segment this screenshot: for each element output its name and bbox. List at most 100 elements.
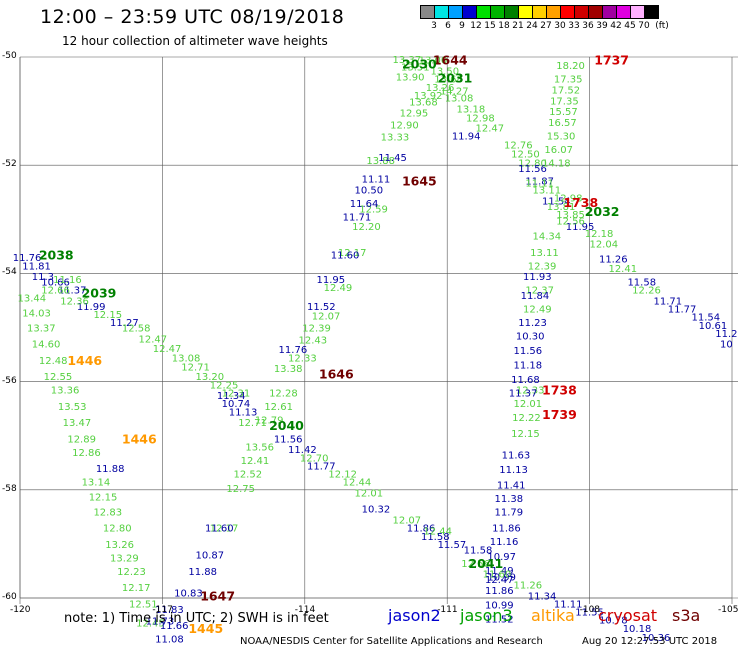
swh-value-label: 11.13 bbox=[499, 465, 528, 476]
swh-value-label: 11.99 bbox=[77, 302, 106, 313]
swh-value-label: 11.26 bbox=[599, 254, 628, 265]
swh-value-label: 11.71 bbox=[654, 296, 683, 307]
swh-value-label: 13.08 bbox=[172, 353, 201, 364]
swh-value-label: 12.70 bbox=[300, 453, 329, 464]
swh-value-label: 13.44 bbox=[17, 294, 46, 305]
satellite-legend-jason3: jason3 bbox=[460, 606, 513, 625]
scale-label: 39 bbox=[596, 21, 608, 31]
longitude-label: -120 bbox=[10, 605, 31, 615]
swh-value-label: 12.61 bbox=[264, 402, 293, 413]
swh-value-label: 18.20 bbox=[556, 61, 585, 72]
swh-value-label: 11.87 bbox=[525, 176, 554, 187]
swh-value-label: 10.61 bbox=[699, 321, 728, 332]
pass-time-marker: 2039 bbox=[82, 285, 117, 300]
pass-time-marker: 1644 bbox=[433, 53, 468, 68]
pass-time-marker: 2032 bbox=[585, 204, 620, 219]
scale-label: 15 bbox=[484, 21, 496, 31]
map-title: 12:00 – 23:59 UTC 08/19/2018 bbox=[40, 6, 345, 28]
longitude-label: -105 bbox=[718, 605, 739, 615]
color-scale-swatches bbox=[420, 5, 740, 19]
swh-value-label: 12.59 bbox=[359, 204, 388, 215]
map-subtitle: 12 hour collection of altimeter wave hei… bbox=[62, 34, 328, 48]
swh-value-label: 11.52 bbox=[307, 302, 336, 313]
scale-unit: (ft) bbox=[655, 21, 669, 31]
color-scale-legend: 3 6 9 12 15 18 21 24 27 30 33 36 39 42 45 70 (ft) bbox=[420, 5, 740, 33]
swh-value-label: 13.14 bbox=[82, 478, 111, 489]
swh-value-label: 11.58 bbox=[627, 278, 656, 289]
swh-value-label: 10.30 bbox=[516, 332, 545, 343]
swh-value-label: 12.41 bbox=[241, 456, 270, 467]
swh-value-label: 13.68 bbox=[434, 75, 463, 86]
swh-value-label: 10.66 bbox=[41, 278, 70, 289]
pass-time-marker: 2041 bbox=[468, 556, 503, 571]
swh-value-label: 11.95 bbox=[566, 222, 595, 233]
swh-value-label: 13.11 bbox=[530, 248, 559, 259]
swh-value-label: 11.63 bbox=[502, 451, 531, 462]
swh-value-label: 17.35 bbox=[550, 96, 579, 107]
swh-value-label: 14.03 bbox=[22, 308, 51, 319]
swh-value-label: 13.81 bbox=[547, 202, 576, 213]
swh-value-label: 12.36 bbox=[60, 296, 89, 307]
swh-value-label: 12.79 bbox=[255, 415, 284, 426]
swh-value-label: 12.47 bbox=[485, 575, 514, 586]
swh-value-label: 11.3 bbox=[32, 272, 54, 283]
scale-label: 12 bbox=[470, 21, 482, 31]
swh-value-label: 11.60 bbox=[205, 524, 234, 535]
swh-value-label: 12.01 bbox=[514, 399, 543, 410]
swh-value-label: 11.56 bbox=[274, 434, 303, 445]
swh-value-label: 11.38 bbox=[495, 494, 524, 505]
swh-value-label: 12.33 bbox=[516, 386, 545, 397]
scale-label: 24 bbox=[526, 21, 538, 31]
swh-value-label: 11.56 bbox=[514, 346, 543, 357]
swh-value-label: 12.18 bbox=[585, 229, 614, 240]
swh-value-label: 11.16 bbox=[490, 537, 519, 548]
swh-value-label: 11.76 bbox=[13, 253, 42, 264]
swh-value-label: 11.08 bbox=[155, 635, 184, 646]
swh-value-label: 12.49 bbox=[523, 305, 552, 316]
swh-value-label: 11.88 bbox=[188, 567, 217, 578]
swh-value-label: 10.83 bbox=[174, 589, 203, 600]
swh-value-label: 12.25 bbox=[210, 380, 239, 391]
swh-value-label: 12.22 bbox=[512, 413, 541, 424]
satellite-legend-jason2: jason2 bbox=[388, 606, 441, 625]
swh-value-label: 12.23 bbox=[117, 567, 146, 578]
satellite-legend-altika: altika bbox=[531, 606, 575, 625]
scale-label: 70 bbox=[638, 21, 650, 31]
latitude-label: -54 bbox=[2, 267, 17, 278]
swh-value-label: 10.74 bbox=[222, 399, 251, 410]
swh-value-label: 11.79 bbox=[495, 507, 524, 518]
swh-value-label: 11.11 bbox=[525, 179, 554, 190]
satellite-legend-cryosat: cryosat bbox=[598, 606, 658, 625]
swh-value-label: 11.41 bbox=[497, 480, 526, 491]
swh-value-label: 12.17 bbox=[210, 524, 239, 535]
swh-value-label: 13.36 bbox=[51, 386, 80, 397]
swh-value-label: 13.85 bbox=[556, 210, 585, 221]
swh-value-label: 12.12 bbox=[328, 470, 357, 481]
swh-value-label: 11.84 bbox=[521, 291, 550, 302]
swh-value-label: 12.86 bbox=[72, 448, 101, 459]
swh-value-label: 15.57 bbox=[549, 107, 578, 118]
swh-value-label: 11.86 bbox=[492, 524, 521, 535]
swh-value-label: 11.95 bbox=[317, 275, 346, 286]
swh-value-label: 12.51 bbox=[129, 599, 158, 610]
scale-label: 6 bbox=[445, 21, 451, 31]
scale-label: 36 bbox=[582, 21, 594, 31]
swh-value-label: 11.23 bbox=[518, 318, 547, 329]
swh-value-label: 12.76 bbox=[504, 141, 533, 152]
swh-value-label: 13.29 bbox=[110, 553, 139, 564]
swh-value-label: 11.81 bbox=[22, 261, 51, 272]
swh-value-label: 12.41 bbox=[608, 264, 637, 275]
swh-value-label: 17.52 bbox=[551, 85, 580, 96]
latitude-label: -58 bbox=[2, 483, 17, 494]
swh-value-label: 10.99 bbox=[485, 600, 514, 611]
pass-time-marker: 1646 bbox=[319, 366, 354, 381]
swh-value-label: 12.89 bbox=[67, 434, 96, 445]
swh-value-label: 12.15 bbox=[89, 492, 118, 503]
swh-value-label: 12.98 bbox=[466, 114, 495, 125]
footer-note: note: 1) Time is in UTC; 2) SWH is in fe… bbox=[64, 611, 329, 626]
pass-time-marker: 2040 bbox=[269, 418, 304, 433]
swh-value-label: 11.71 bbox=[343, 213, 372, 224]
